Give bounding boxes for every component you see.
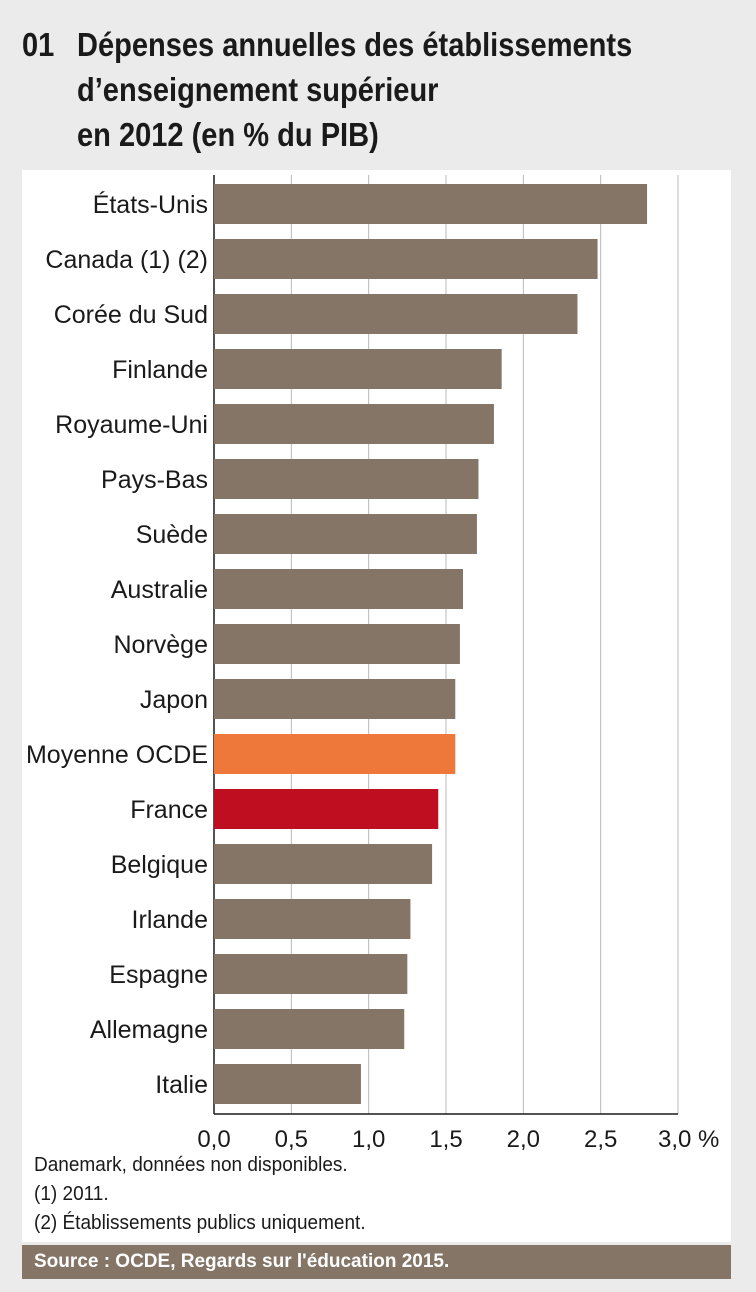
category-label: Norvège <box>114 631 209 659</box>
category-label: Espagne <box>109 961 208 989</box>
chart-title: Dépenses annuelles des établissements d’… <box>76 26 633 153</box>
bar-16 <box>214 1009 405 1049</box>
category-label: France <box>130 796 208 824</box>
category-label: Italie <box>155 1071 208 1099</box>
footnote-missing-data: Danemark, données non disponibles. <box>34 1154 348 1176</box>
category-label: Irlande <box>132 906 208 934</box>
bar-3 <box>214 294 578 334</box>
bar-10 <box>214 679 456 719</box>
category-label: Moyenne OCDE <box>26 741 208 769</box>
x-tick-label: 3,0 % <box>658 1126 719 1153</box>
bar-4 <box>214 349 502 389</box>
category-label: Allemagne <box>90 1016 208 1044</box>
category-label: Belgique <box>111 851 208 879</box>
bar-6 <box>214 459 479 499</box>
bar-15 <box>214 954 408 994</box>
bar-5 <box>214 404 494 444</box>
category-label: Pays-Bas <box>101 466 208 494</box>
title-block: 01 Dépenses annuelles des établissements… <box>22 22 742 157</box>
bar-14 <box>214 899 411 939</box>
bar-1 <box>214 184 648 224</box>
x-tick-label: 0,0 <box>197 1126 230 1153</box>
category-label: Finlande <box>112 356 208 384</box>
x-tick-label: 1,0 <box>352 1126 385 1153</box>
category-label: Royaume-Uni <box>55 411 208 439</box>
footnote-1: (1) 2011. <box>34 1183 109 1205</box>
footnote-2: (2) Établissements publics uniquement. <box>34 1212 366 1234</box>
bar-13 <box>214 844 433 884</box>
category-label: Canada (1) (2) <box>45 246 208 274</box>
category-labels: États-Unis Canada (1) (2) Corée du Sud Finl… <box>26 190 208 1099</box>
source-text: Source : OCDE, Regards sur l'éducation 2… <box>34 1251 450 1272</box>
x-tick-label: 0,5 <box>275 1126 308 1153</box>
bar-2 <box>214 239 598 279</box>
bar-8 <box>214 569 464 609</box>
bar-12 <box>214 789 439 829</box>
bar-chart: États-Unis Canada (1) (2) Corée du Sud Finl… <box>26 175 719 1153</box>
bar-7 <box>214 514 477 554</box>
category-label: Australie <box>111 576 208 604</box>
bar-9 <box>214 624 460 664</box>
x-axis-ticks: 0,0 0,5 1,0 1,5 2,0 2,5 3,0 % <box>197 1126 719 1153</box>
source-bar: Source : OCDE, Regards sur l'éducation 2… <box>22 1245 731 1279</box>
bar-11 <box>214 734 456 774</box>
x-tick-label: 1,5 <box>429 1126 462 1153</box>
bars <box>214 184 648 1104</box>
chart-panel: États-Unis Canada (1) (2) Corée du Sud Finl… <box>22 170 731 1242</box>
category-label: Corée du Sud <box>54 301 208 329</box>
bar-17 <box>214 1064 361 1104</box>
figure-number: 01 <box>22 26 55 63</box>
category-label: Japon <box>140 686 208 714</box>
x-tick-label: 2,5 <box>584 1126 617 1153</box>
x-tick-label: 2,0 <box>507 1126 540 1153</box>
category-label: Suède <box>136 521 208 549</box>
category-label: États-Unis <box>93 190 208 219</box>
